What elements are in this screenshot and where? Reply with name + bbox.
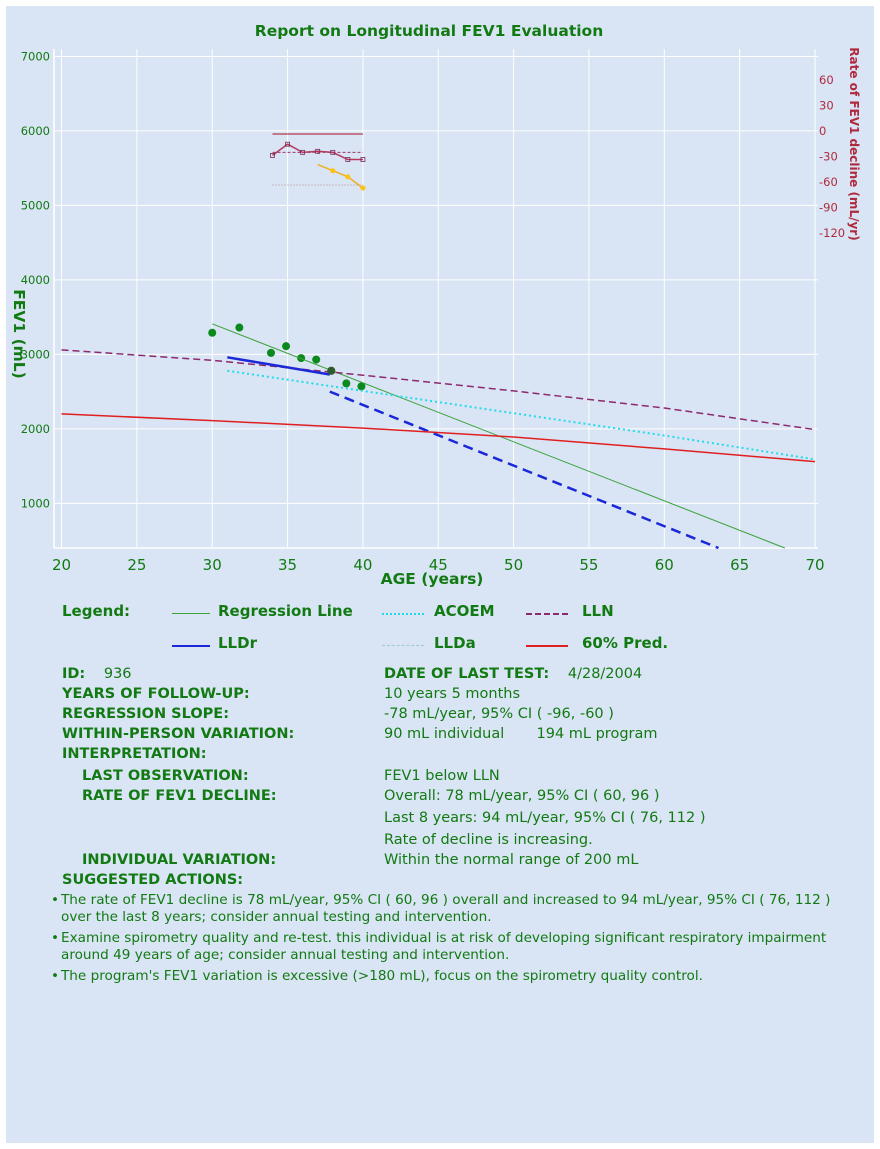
date-label: DATE OF LAST TEST: xyxy=(384,666,550,682)
legend-swatch-llda xyxy=(382,645,424,646)
x-axis-label: AGE (years) xyxy=(381,570,484,588)
rate-decline-trend: Rate of decline is increasing. xyxy=(384,832,593,848)
slope-value: -78 mL/year, 95% CI ( -96, -60 ) xyxy=(384,706,614,722)
y2-tick-label: -120 xyxy=(819,226,845,240)
rate-decline-label: RATE OF FEV1 DECLINE: xyxy=(82,788,277,804)
x-tick-label: 50 xyxy=(504,556,523,574)
legend-swatch-60pred xyxy=(526,645,568,647)
data-point xyxy=(235,323,244,332)
slope-label: REGRESSION SLOPE: xyxy=(62,706,230,722)
inset-rate-marker xyxy=(285,141,290,147)
x-tick-label: 25 xyxy=(127,556,146,574)
fev1-chart: 20 25 30 35 40 45 50 55 60 65 70 1000 2000 3000 4000 50… xyxy=(10,22,861,588)
legend-swatch-regression xyxy=(172,613,210,614)
legend-label-acoem: ACOEM xyxy=(434,602,495,620)
individual-variation-value: Within the normal range of 200 mL xyxy=(384,852,639,868)
x-tick-label: 20 xyxy=(52,556,71,574)
y2-tick-label: 0 xyxy=(819,124,826,138)
id-value: 936 xyxy=(103,666,132,682)
last-observation-point xyxy=(327,366,336,375)
legend-title: Legend: xyxy=(62,602,131,620)
last-observation-value: FEV1 below LLN xyxy=(384,768,500,784)
legend-row-2: LLDr LLDa 60% Pred. xyxy=(6,634,874,658)
inset-recent-line xyxy=(317,163,364,189)
inset-rate-marker xyxy=(330,149,336,155)
interpretation-label: INTERPRETATION: xyxy=(62,746,207,762)
data-point xyxy=(312,355,321,364)
inset-rate-marker xyxy=(270,153,275,158)
inset-rate-marker xyxy=(345,157,351,162)
inset-rate-line xyxy=(272,143,363,161)
legend-row-1: Legend: Regression Line ACOEM LLN xyxy=(6,602,874,626)
y-tick-label: 3000 xyxy=(21,347,50,361)
legend-label-lln: LLN xyxy=(582,602,614,620)
inset-recent-marker xyxy=(345,174,351,180)
series-line-acoem xyxy=(227,369,816,461)
action-item: • The rate of FEV1 decline is 78 mL/year,… xyxy=(51,892,831,925)
y-tick-label: 4000 xyxy=(21,273,50,287)
chart-title: Report on Longitudinal FEV1 Evaluation xyxy=(255,22,603,40)
y2-tick-label: -90 xyxy=(819,201,838,215)
y-tick-label: 5000 xyxy=(21,198,50,212)
action-item: • The program's FEV1 variation is excessi… xyxy=(51,968,703,984)
inset-rate-marker xyxy=(360,157,366,162)
series-line-lldr xyxy=(227,356,331,376)
date-value: 4/28/2004 xyxy=(567,666,643,682)
x-tick-label: 70 xyxy=(805,556,824,574)
y2-tick-label: -60 xyxy=(819,175,838,189)
inset-recent-marker xyxy=(330,168,336,174)
data-point xyxy=(208,328,217,337)
data-point xyxy=(357,382,366,391)
legend-swatch-lldr xyxy=(172,645,210,647)
x-tick-label: 55 xyxy=(579,556,598,574)
series-line-lldr xyxy=(329,390,719,550)
y2-axis-label: Rate of FEV1 decline (mL/yr) xyxy=(847,47,861,240)
legend-swatch-lln xyxy=(526,613,568,615)
suggested-actions-label: SUGGESTED ACTIONS: xyxy=(62,872,244,888)
legend-label-regression: Regression Line xyxy=(218,602,353,620)
x-tick-label: 60 xyxy=(655,556,674,574)
y2-tick-label: 60 xyxy=(819,73,834,87)
y-tick-label: 6000 xyxy=(21,124,50,138)
legend-label-lldr: LLDr xyxy=(218,634,257,652)
x-tick-label: 35 xyxy=(278,556,297,574)
report-panel: 20 25 30 35 40 45 50 55 60 65 70 1000 2000 3000 4000 50… xyxy=(6,6,874,1143)
x-tick-label: 65 xyxy=(730,556,749,574)
legend-label-60pred: 60% Pred. xyxy=(582,634,669,652)
action-item: • Examine spirometry quality and re-test.… xyxy=(51,930,827,963)
y2-tick-label: -30 xyxy=(819,150,838,164)
data-point xyxy=(266,348,275,357)
series-line-60-pred- xyxy=(61,413,816,463)
y2-tick-label: 30 xyxy=(819,99,834,113)
followup-label: YEARS OF FOLLOW-UP: xyxy=(62,686,250,702)
data-point xyxy=(342,379,351,388)
y-axis-label: FEV1 (mL) xyxy=(10,289,28,379)
x-tick-label: 30 xyxy=(203,556,222,574)
legend-swatch-acoem xyxy=(382,613,424,615)
x-tick-label: 45 xyxy=(429,556,448,574)
legend-label-llda: LLDa xyxy=(434,634,476,652)
rate-decline-overall: Overall: 78 mL/year, 95% CI ( 60, 96 ) xyxy=(384,788,660,804)
y-tick-label: 7000 xyxy=(21,49,50,63)
series-line-lln xyxy=(61,349,816,431)
last-observation-label: LAST OBSERVATION: xyxy=(82,768,249,784)
inset-recent-marker xyxy=(360,185,366,191)
rate-decline-last8: Last 8 years: 94 mL/year, 95% CI ( 76, 1… xyxy=(384,810,706,826)
followup-value: 10 years 5 months xyxy=(384,686,521,702)
data-point xyxy=(297,354,306,363)
wpv-value: 90 mL individual 194 mL program xyxy=(384,726,658,742)
y-tick-label: 2000 xyxy=(21,422,50,436)
inset-rate-marker xyxy=(300,149,306,155)
id-label: ID: xyxy=(62,666,86,682)
wpv-label: WITHIN-PERSON VARIATION: xyxy=(62,726,295,742)
individual-variation-label: INDIVIDUAL VARIATION: xyxy=(82,852,277,868)
x-tick-label: 40 xyxy=(353,556,372,574)
y-tick-label: 1000 xyxy=(21,496,50,510)
inset-rate-marker xyxy=(315,148,321,154)
data-point xyxy=(282,342,291,351)
